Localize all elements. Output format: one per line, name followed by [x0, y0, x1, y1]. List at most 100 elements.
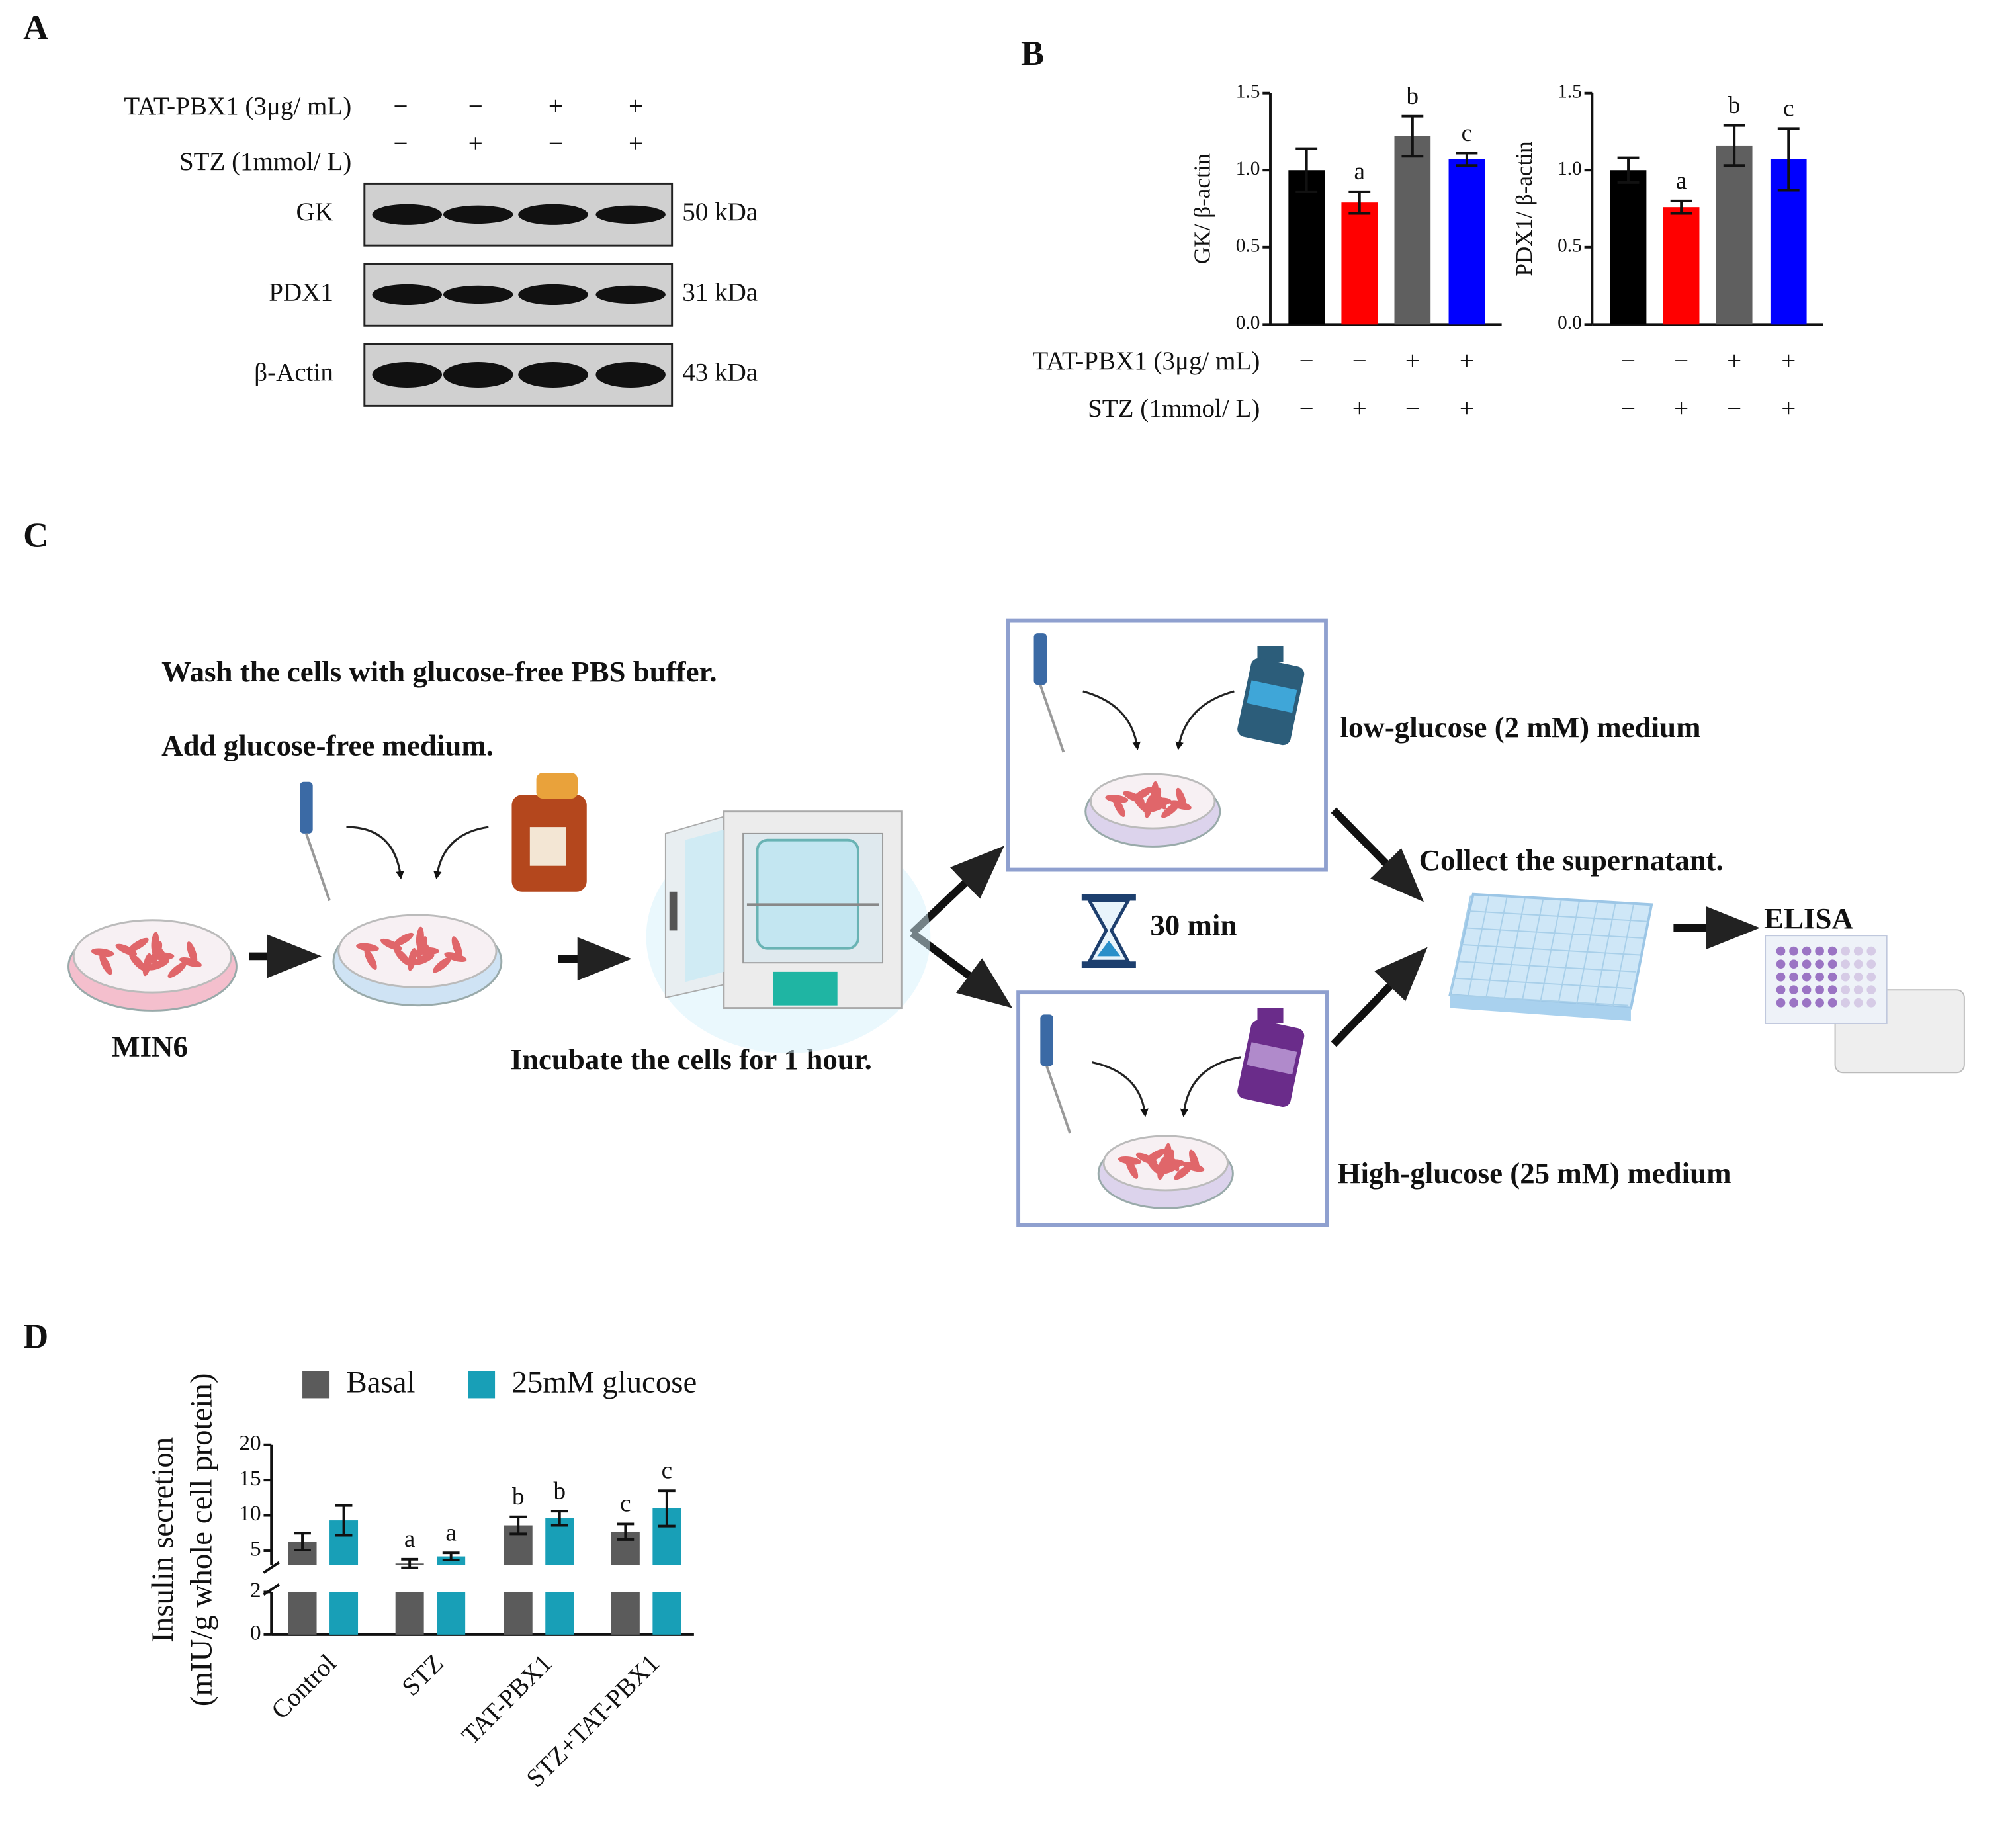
error-bar [550, 1510, 568, 1527]
cell [408, 947, 417, 971]
panel-label: A [23, 9, 48, 47]
plate-well [1853, 946, 1863, 956]
condition-sign: + [1352, 394, 1367, 423]
error-bar [442, 1551, 460, 1561]
bar [611, 1592, 640, 1635]
cell [451, 936, 462, 959]
bar [1341, 202, 1378, 325]
plate-well [1776, 946, 1786, 956]
cell [151, 941, 163, 964]
cell [142, 953, 152, 977]
error-bar [335, 1504, 353, 1537]
condition-sign: + [548, 92, 563, 120]
cell [187, 941, 198, 964]
blot-band [595, 205, 666, 224]
condition-sign: − [1405, 394, 1420, 423]
band-size: 43 kDa [682, 358, 758, 386]
legend-label: 25mM glucose [511, 1366, 697, 1400]
significance-letter: a [445, 1519, 456, 1546]
plate-grid [1450, 994, 1629, 1006]
significance-letter: c [620, 1491, 631, 1518]
band-size: 31 kDa [682, 278, 758, 306]
significance-letter: b [1407, 83, 1419, 110]
condition-sign: + [1460, 394, 1474, 423]
plate-well [1853, 959, 1863, 969]
condition-sign: − [1727, 394, 1741, 423]
error-bar [1295, 147, 1318, 193]
pipette [305, 833, 331, 902]
vial [1257, 646, 1284, 662]
error-bar [1401, 114, 1424, 158]
y-tick-label: 10 [239, 1501, 261, 1526]
error-bar [1670, 199, 1692, 215]
y-axis-label: Insulin secretion [146, 1437, 180, 1643]
plate-well [1827, 985, 1837, 995]
condition-sign: + [1460, 347, 1474, 375]
plate-well [1776, 985, 1786, 995]
y-tick-label: 0 [250, 1620, 261, 1645]
pipette [1040, 1014, 1053, 1066]
flow-arrows [1331, 947, 1428, 1047]
step-text: low-glucose (2 mM) medium [1340, 711, 1700, 744]
curved-arrows [1092, 1061, 1149, 1117]
hourglass [1081, 894, 1136, 969]
condition-sign: − [468, 92, 483, 120]
illustrations [67, 633, 1876, 1209]
cell [394, 947, 412, 966]
cell [128, 937, 149, 952]
bar [1610, 170, 1647, 325]
cell [1135, 1152, 1158, 1165]
significance-letter: b [553, 1477, 566, 1504]
pipette [1039, 684, 1065, 753]
collection-plate [1450, 995, 1631, 1022]
curved-arrows [346, 690, 1241, 1117]
band-name: β-Actin [254, 358, 333, 386]
condition-sign: + [1405, 347, 1420, 375]
bar [395, 1592, 424, 1635]
plate-grid [1575, 902, 1599, 1004]
cell [1176, 787, 1187, 810]
step-text: Wash the cells with glucose-free PBS buf… [161, 655, 717, 688]
cell [364, 949, 377, 970]
y-axis-label: GK/ β-actin [1189, 153, 1215, 264]
y-tick-label: 0.5 [1236, 235, 1260, 256]
cell [444, 952, 467, 962]
significance-letter: a [1354, 158, 1365, 185]
y-tick-label: 1.0 [1236, 158, 1260, 179]
panel-label: C [23, 517, 48, 555]
plate-grid [1449, 895, 1471, 996]
plate-well [1815, 998, 1824, 1008]
condition-label: TAT-PBX1 (3μg/ mL) [1032, 347, 1260, 375]
bar [1663, 207, 1700, 325]
bar [652, 1592, 681, 1635]
cell [416, 936, 427, 959]
y-tick-label: 0.0 [1236, 312, 1260, 333]
hourglass [1081, 961, 1136, 969]
significance-letter: a [404, 1526, 415, 1553]
plate-reader [1765, 935, 1888, 1024]
hourglass [1086, 899, 1131, 963]
condition-sign: − [393, 92, 408, 120]
error-bar [401, 1557, 419, 1569]
plate-well [1853, 985, 1863, 995]
pipette [1045, 1065, 1072, 1134]
plate-grid [1521, 899, 1544, 1001]
step-text: ELISA [1764, 902, 1853, 935]
flow-arrows [1331, 807, 1424, 902]
curved-arrows [346, 826, 404, 880]
cell [129, 953, 146, 971]
plate-well [1802, 985, 1812, 995]
condition-box [1016, 990, 1329, 1227]
plate-well [1802, 959, 1812, 969]
error-bar [1348, 190, 1371, 215]
plate-well [1827, 972, 1837, 982]
plate-well [1853, 998, 1863, 1008]
plate-well [1776, 972, 1786, 982]
condition-sign: − [1299, 347, 1314, 375]
significance-letter: c [1462, 120, 1472, 147]
cell-line: MIN6 [112, 1029, 188, 1063]
cell [1112, 796, 1125, 818]
error-bar [617, 1522, 635, 1541]
collection-plate [1448, 892, 1653, 1022]
